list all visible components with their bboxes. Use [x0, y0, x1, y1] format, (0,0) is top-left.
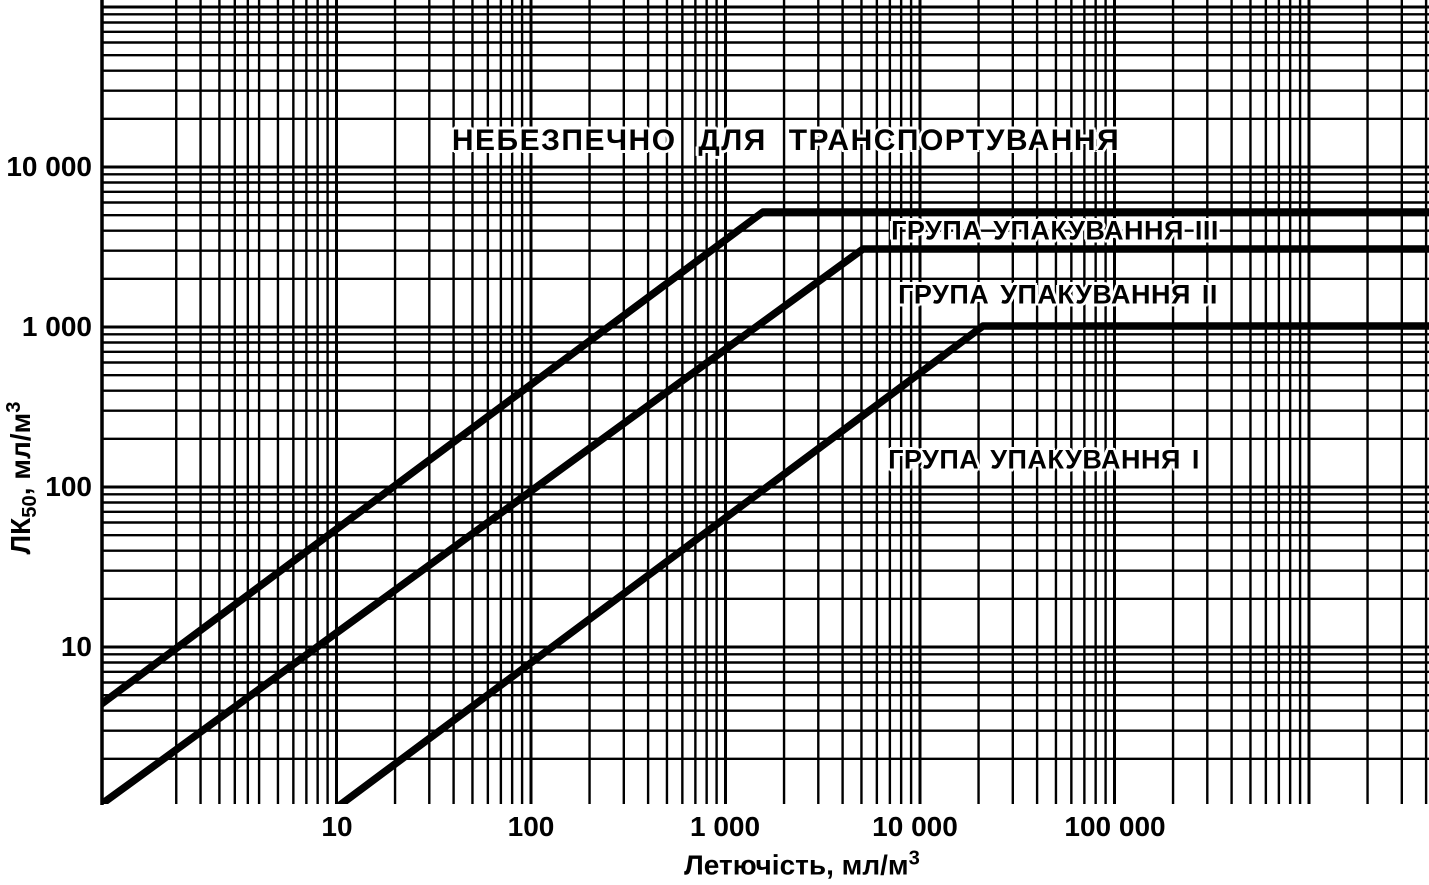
y-tick-label-10000: 10 000	[6, 151, 92, 182]
boundary-lines	[102, 208, 1429, 804]
grid-lines	[102, 0, 1429, 804]
y-axis-title: ЛК50, мл/м3	[2, 401, 41, 555]
y-tick-label-100: 100	[45, 471, 92, 502]
x-axis-title: Летючість, мл/м3	[684, 847, 920, 881]
x-tick-label-10: 10	[321, 811, 353, 842]
x-tick-label-10000: 10 000	[872, 811, 958, 842]
y-tick-label-10: 10	[60, 631, 92, 662]
region-label-packing-group-2: ГРУПА УПАКУВАННЯ II	[898, 279, 1218, 310]
region-label-packing-group-3: ГРУПА УПАКУВАННЯ III	[891, 215, 1219, 246]
region-label-packing-group-1: ГРУПА УПАКУВАННЯ I	[888, 444, 1200, 475]
boundary-line-3	[335, 322, 1429, 804]
boundary-line-2	[102, 245, 1429, 804]
x-tick-label-1000: 1 000	[689, 811, 761, 842]
x-tick-label-100: 100	[507, 811, 555, 842]
y-tick-label-1000: 1 000	[21, 311, 92, 342]
x-tick-label-100000: 100 000	[1064, 811, 1166, 842]
region-label-danger: НЕБЕЗПЕЧНО ДЛЯ ТРАНСПОРТУВАННЯ	[451, 124, 1121, 157]
boundary-line-1	[102, 208, 1429, 709]
